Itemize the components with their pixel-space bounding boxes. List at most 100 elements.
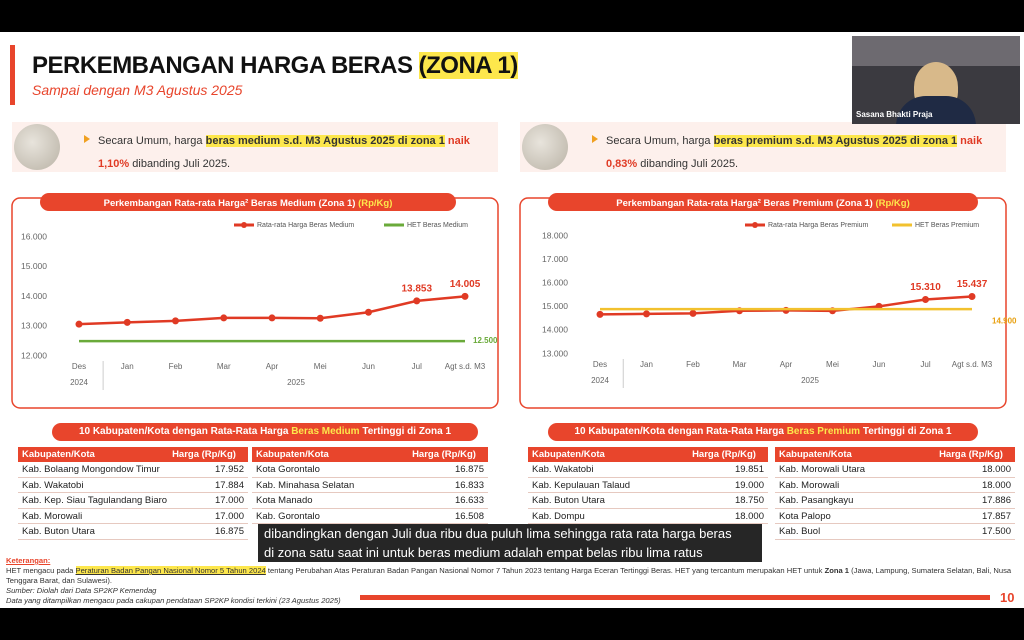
table-cell: 17.500 [981,526,1011,537]
table-row: Kab. Minahasa Selatan 16.833 [252,478,488,493]
caption-line: di zona satu saat ini untuk beras medium… [264,545,703,560]
table-row: Kab. Kep. Siau Tagulandang Biaro 17.000 [18,493,248,509]
data-point [75,320,83,328]
note-coverage: Data yang ditampilkan mengacu pada cakup… [6,596,341,605]
summary-text: Secara Umum, harga beras medium s.d. M3 … [98,130,493,176]
table-cell: Kab. Buton Utara [22,526,95,537]
table-cell: Kab. Pasangkayu [779,495,854,506]
table-row: Kab. Wakatobi 19.851 [528,462,768,478]
x-group-label: 2025 [287,378,305,387]
x-tick-label: Feb [169,362,183,371]
x-tick-label: Jul [920,360,930,369]
x-group-label: 2024 [70,378,88,387]
table-cell: 19.000 [734,479,764,491]
column-header: Harga (Rp/Kg) [939,449,1003,460]
data-point [268,314,276,322]
column-header: Kabupaten/Kota [256,449,329,460]
slide-subtitle: Sampai dengan M3 Agustus 2025 [32,82,243,98]
note-source: Sumber: Diolah dari Data SP2KP Kemendag [6,586,157,595]
table-cell: Kab. Morowali [22,510,83,522]
table-cell: Kab. Gorontalo [256,510,320,522]
table-row: Kab. Bolaang Mongondow Timur 17.952 [18,462,248,478]
data-point [365,308,372,316]
table-cell: Kota Gorontalo [256,464,320,475]
table-cell: 18.750 [734,495,764,506]
data-label: 14.005 [450,279,481,290]
table-row: Kab. Morowali 17.000 [18,509,248,524]
table-cell: Kota Manado [256,495,313,506]
title-text: PERKEMBANGAN HARGA BERAS [32,52,413,79]
x-tick-label: Jun [873,360,886,369]
x-tick-label: Mar [733,360,747,369]
table: Kabupaten/Kota Harga (Rp/Kg) Kab. Morowali… [775,447,1015,540]
y-tick-label: 15.000 [542,301,568,311]
table-cell: 18.000 [981,479,1011,491]
rice-image [14,124,60,170]
chart-title-banner [40,193,456,211]
table-cell: 18.000 [734,510,764,522]
x-group-label: 2025 [801,376,819,385]
speaker-body [896,96,976,124]
table-cell: Kab. Morowali [779,479,840,491]
note-regulation: Peraturan Badan Pangan Nasional Nomor 5 … [75,566,266,575]
table-cell: Kab. Buol [779,526,821,537]
caption-line: dibandingkan dengan Juli dua ribu dua pu… [264,526,732,541]
table-row: Kab. Kepulauan Talaud 19.000 [528,478,768,493]
data-point [220,314,228,322]
x-tick-label: Des [593,360,607,369]
x-tick-label: Apr [266,362,279,371]
legend-marker [241,222,247,228]
table-title-part: Beras Premium [786,426,861,437]
summary-emphasis: beras medium s.d. M3 Agustus 2025 di zon… [205,135,445,147]
y-tick-label: 17.000 [542,254,568,264]
x-tick-label: Feb [686,360,700,369]
table-cell: 17.884 [214,479,244,491]
table-cell: 17.000 [214,510,244,522]
table-header: Kabupaten/Kota Harga (Rp/Kg) [775,447,1015,462]
data-point [172,317,179,325]
summary-lead: Secara Umum, harga [606,135,714,147]
table-cell: 17.886 [981,495,1011,506]
data-label: 15.310 [910,282,941,293]
table-cell: 19.851 [734,464,764,475]
column-header: Kabupaten/Kota [779,449,852,460]
table-cell: Kab. Bolaang Mongondow Timur [22,464,160,475]
chart-title-banner [548,193,978,211]
data-label: 15.437 [957,279,988,290]
bullet [84,135,90,143]
x-tick-label: Mei [314,362,327,371]
slide-title: PERKEMBANGAN HARGA BERAS (ZONA 1) [32,52,518,80]
column-header: Harga (Rp/Kg) [172,449,236,460]
chart-title: Perkembangan Rata-rata Harga² Beras Prem… [616,198,910,209]
table-title-part: Beras Medium [291,426,360,437]
y-tick-label: 13.000 [542,348,568,358]
table-cell: Kab. Minahasa Selatan [256,479,355,491]
legend-label: Rata-rata Harga Beras Medium [257,222,354,229]
table-cell: Kab. Wakatobi [22,479,84,491]
data-point [461,292,469,300]
x-tick-label: Des [72,362,86,371]
summary-tail: dibanding Juli 2025. [129,158,231,170]
legend-label: Rata-rata Harga Beras Premium [768,222,869,229]
table-cell: Kab. Dompu [532,510,585,522]
table-title-part: Tertinggi di Zona 1 [860,426,952,437]
note-text: HET mengacu pada [6,566,76,575]
title-highlight: (ZONA 1) [418,52,518,79]
chart-title-text: Perkembangan Rata-rata Harga² Beras Medi… [104,198,356,209]
note-text: (Jawa, Lampung, Sumatera Selatan, Bali, … [6,566,1012,585]
table-header: Kabupaten/Kota Harga (Rp/Kg) [18,447,248,462]
summary-text: Secara Umum, harga beras premium s.d. M3… [606,130,1001,176]
x-tick-label: Jan [121,362,134,371]
table-row: Kab. Dompu 18.000 [528,509,768,524]
page-number: 10 [1000,590,1015,605]
column-header: Kabupaten/Kota [22,449,95,460]
x-tick-label: Jan [640,360,653,369]
table-cell: 16.875 [214,526,244,537]
table-row: Kab. Buton Utara 18.750 [528,493,768,509]
data-point [922,295,929,303]
table-cell: Kab. Wakatobi [532,464,594,475]
accent-bar [10,45,15,105]
table-cell: 17.000 [214,495,244,506]
table-cell: Kota Palopo [779,510,831,522]
